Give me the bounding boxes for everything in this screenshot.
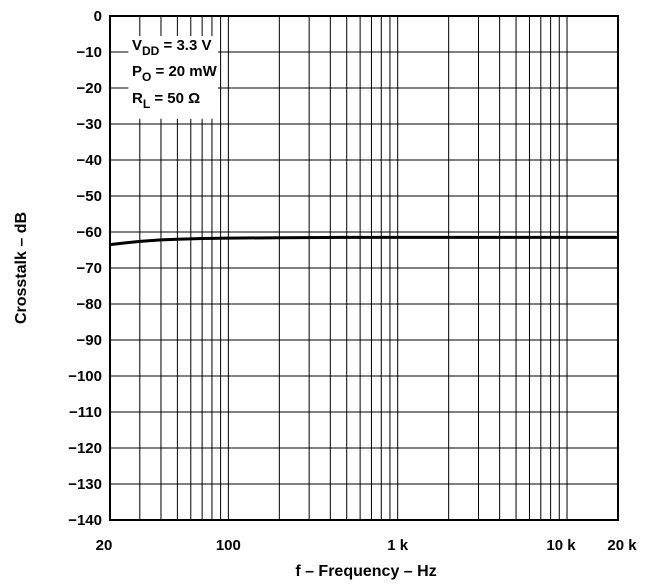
y-tick-labels: 0 −10 −20 −30 −40 −50 −60 −70 −80 −90 −100 −110 −120… (68, 8, 102, 529)
x-axis-title: f – Frequency – Hz (295, 563, 436, 580)
y-tick-label: −60 (77, 224, 102, 241)
annotation-rl-sub: L (143, 97, 150, 111)
annotation-vdd: VDD = 3.3 V (132, 37, 211, 58)
x-tick-label: 20 k (607, 537, 637, 554)
y-tick-label: −20 (77, 80, 102, 97)
y-tick-label: −40 (77, 152, 102, 169)
annotation-po-main: P (132, 63, 142, 80)
y-tick-label: −30 (77, 116, 102, 133)
y-tick-label: −70 (77, 260, 102, 277)
annotation-vdd-main: V (132, 37, 142, 54)
annotation-rl: RL = 50 Ω (132, 90, 200, 111)
x-tick-label: 1 k (387, 537, 409, 554)
y-tick-label: −80 (77, 296, 102, 313)
y-tick-label: −10 (77, 44, 102, 61)
x-tick-label: 20 (96, 537, 113, 554)
annotation-rl-rest: = 50 Ω (150, 90, 200, 107)
x-tick-labels: 20 100 1 k 10 k 20 k (96, 537, 638, 554)
series-line (109, 235, 618, 247)
y-tick-label: 0 (94, 8, 102, 25)
y-tick-label: −140 (68, 512, 102, 529)
plot-frame (109, 15, 619, 521)
y-tick-label: −50 (77, 188, 102, 205)
annotation-po: PO = 20 mW (132, 63, 218, 84)
annotation-vdd-rest: = 3.3 V (159, 37, 211, 54)
y-tick-label: −130 (68, 476, 102, 493)
x-tick-label: 10 k (546, 537, 576, 554)
annotation-rl-main: R (132, 90, 143, 107)
annotation-po-rest: = 20 mW (151, 63, 217, 80)
y-axis-title: Crosstalk – dB (13, 212, 30, 324)
series-layer (109, 235, 618, 247)
y-tick-label: −120 (68, 440, 102, 457)
grid (110, 15, 618, 521)
annotation-box: VDD = 3.3 V PO = 20 mW RL = 50 Ω (128, 36, 218, 119)
annotation-po-sub: O (142, 70, 151, 84)
y-tick-label: −110 (69, 404, 102, 421)
annotation-background (128, 36, 218, 119)
y-tick-label: −100 (68, 368, 102, 385)
annotation-vdd-sub: DD (142, 44, 160, 58)
y-tick-label: −90 (77, 332, 102, 349)
x-tick-label: 100 (216, 537, 241, 554)
